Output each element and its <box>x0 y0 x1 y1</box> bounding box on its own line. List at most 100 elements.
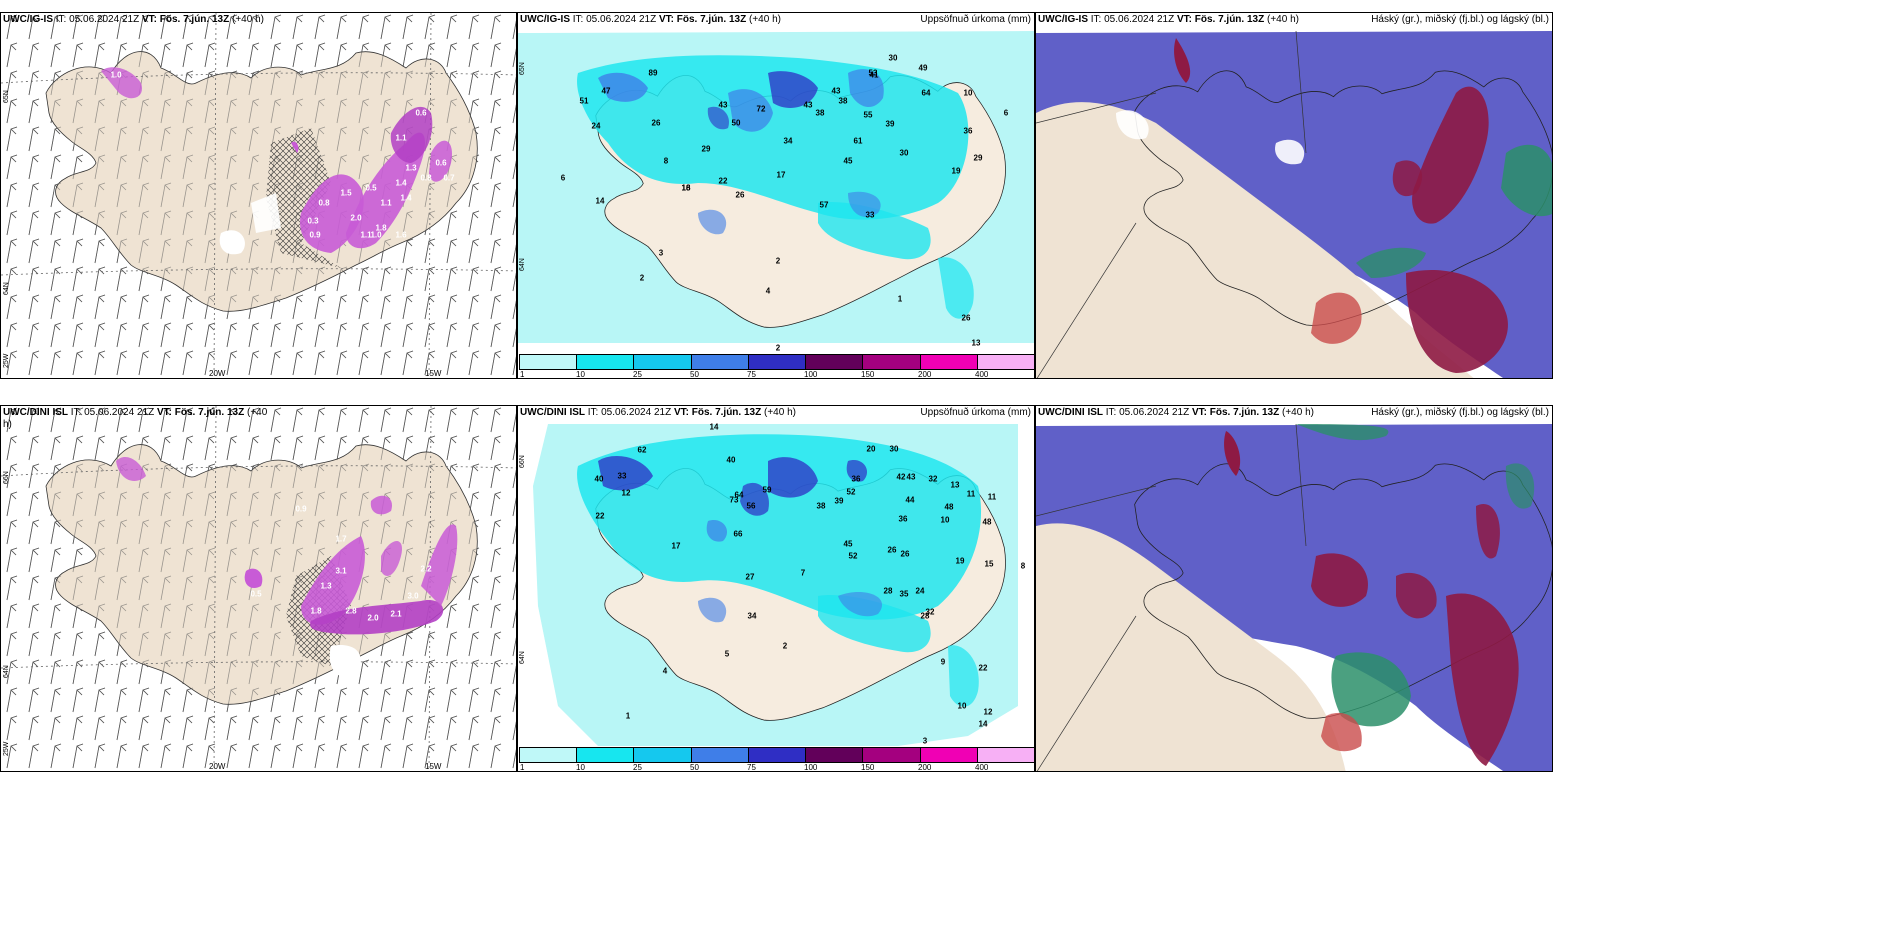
value-label: 61 <box>853 136 863 146</box>
value-label: 66 <box>733 529 743 539</box>
value-label: 11 <box>966 489 976 499</box>
value-label: 55 <box>863 110 873 120</box>
value-label: 19 <box>951 166 961 176</box>
colorbar-label: 150 <box>861 370 875 379</box>
value-label: 45 <box>843 539 853 549</box>
value-label: 52 <box>846 487 856 497</box>
colorbar-segment <box>863 748 921 762</box>
value-label: 38 <box>838 96 848 106</box>
value-label: 64 <box>921 88 931 98</box>
value-label: 36 <box>851 474 861 484</box>
value-label: 29 <box>973 153 983 163</box>
value-label: 28 <box>883 586 893 596</box>
value-label: 30 <box>888 53 898 63</box>
colorbar-labels: 1 10 25 50 75 100 150 200 400 <box>519 370 1034 379</box>
panel-right-title: Uppsöfnuð úrkoma (mm) <box>920 14 1031 25</box>
colorbar-segment <box>806 355 864 369</box>
colorbar-label: 25 <box>633 763 642 772</box>
value-label: 11 <box>987 492 997 502</box>
value-label: 1.4 <box>395 178 407 188</box>
colorbar-segment <box>520 355 578 369</box>
value-label: 1.0 <box>370 230 382 240</box>
value-label: 20 <box>866 444 876 454</box>
value-label: 1.8 <box>310 606 322 616</box>
panel-title: UWC/DINI ISL IT: 05.06.2024 21Z VT: Fös.… <box>3 407 268 430</box>
value-label: 4 <box>662 666 668 676</box>
lon-label: 20W <box>209 762 226 771</box>
colorbar-label: 75 <box>747 763 756 772</box>
value-label: 0.8 <box>318 198 330 208</box>
precip-colorbar <box>519 747 1034 763</box>
value-label: 1.5 <box>340 188 352 198</box>
value-label: 33 <box>865 210 875 220</box>
value-label: 1.3 <box>405 163 417 173</box>
value-label: 33 <box>617 471 627 481</box>
lat-label: 64N <box>3 665 10 678</box>
value-label: 22 <box>978 663 988 673</box>
value-label: 2.0 <box>350 213 362 223</box>
value-label: 42 <box>896 472 906 482</box>
value-label: 41 <box>869 70 879 80</box>
value-label: 30 <box>899 148 909 158</box>
value-label: 7 <box>800 568 806 578</box>
colorbar-segment <box>977 748 1034 762</box>
map-panel-ig-is-snowfall: UWC/IG-IS IT: 05.06.2024 21Z VT: Fös. 7.… <box>0 12 517 379</box>
map-panel-dini-precip: UWC/DINI ISL IT: 05.06.2024 21Z VT: Fös.… <box>517 405 1035 772</box>
map-panel-ig-is-clouds: UWC/IG-IS IT: 05.06.2024 21Z VT: Fös. 7.… <box>1035 12 1553 379</box>
colorbar-labels: 1 10 25 50 75 100 150 200 400 <box>519 763 1034 772</box>
value-label: 40 <box>594 474 604 484</box>
value-label: 36 <box>963 126 973 136</box>
value-label: 5 <box>724 649 730 659</box>
colorbar-segment <box>920 355 978 369</box>
value-label: 26 <box>887 545 897 555</box>
value-label: 26 <box>651 118 661 128</box>
value-label: 1.3 <box>320 581 332 591</box>
colorbar-segment <box>920 748 978 762</box>
value-label: 4 <box>765 286 771 296</box>
value-label: 0.8 <box>420 173 432 183</box>
value-label: 29 <box>701 144 711 154</box>
value-label: 12 <box>621 488 631 498</box>
value-label: 2.0 <box>367 613 379 623</box>
value-label: 27 <box>745 572 755 582</box>
value-label: 57 <box>819 200 829 210</box>
colorbar-label: 25 <box>633 370 642 379</box>
lon-label: 20W <box>209 369 226 378</box>
value-label: 17 <box>671 541 681 551</box>
colorbar-label: 400 <box>975 370 989 379</box>
value-label: 3 <box>658 248 664 258</box>
value-label: 0.5 <box>250 589 262 599</box>
value-label: 10 <box>940 515 950 525</box>
value-label: 47 <box>601 86 611 96</box>
value-label: 43 <box>803 100 813 110</box>
value-label: 2 <box>775 343 781 353</box>
colorbar-label: 100 <box>804 370 818 379</box>
lat-label: 64N <box>519 258 526 271</box>
map-panel-ig-is-precip: UWC/IG-IS IT: 05.06.2024 21Z VT: Fös. 7.… <box>517 12 1035 379</box>
value-label: 35 <box>899 589 909 599</box>
precip-map <box>518 406 1034 771</box>
value-label: 1.7 <box>335 534 347 544</box>
value-label: 30 <box>889 444 899 454</box>
value-label: 26 <box>735 190 745 200</box>
value-label: 1.8 <box>375 223 387 233</box>
value-label: 38 <box>815 108 825 118</box>
colorbar-segment <box>691 355 749 369</box>
value-label: 44 <box>905 495 915 505</box>
value-label: 32 <box>925 607 935 617</box>
value-label: 1.1 <box>360 230 372 240</box>
lat-label: 65N <box>3 90 10 103</box>
value-label: 43 <box>831 86 841 96</box>
colorbar-label: 1 <box>520 370 525 379</box>
colorbar-segment <box>634 748 692 762</box>
value-label: 52 <box>848 551 858 561</box>
value-label: 22 <box>718 176 728 186</box>
lon-label: 25W <box>3 353 10 368</box>
value-label: 0.6 <box>435 158 447 168</box>
value-label: 49 <box>918 63 928 73</box>
colorbar-segment <box>634 355 692 369</box>
panel-right-title: Uppsöfnuð úrkoma (mm) <box>920 407 1031 418</box>
value-label: 28 <box>920 611 930 621</box>
value-label: 26 <box>900 549 910 559</box>
value-label: 36 <box>898 514 908 524</box>
